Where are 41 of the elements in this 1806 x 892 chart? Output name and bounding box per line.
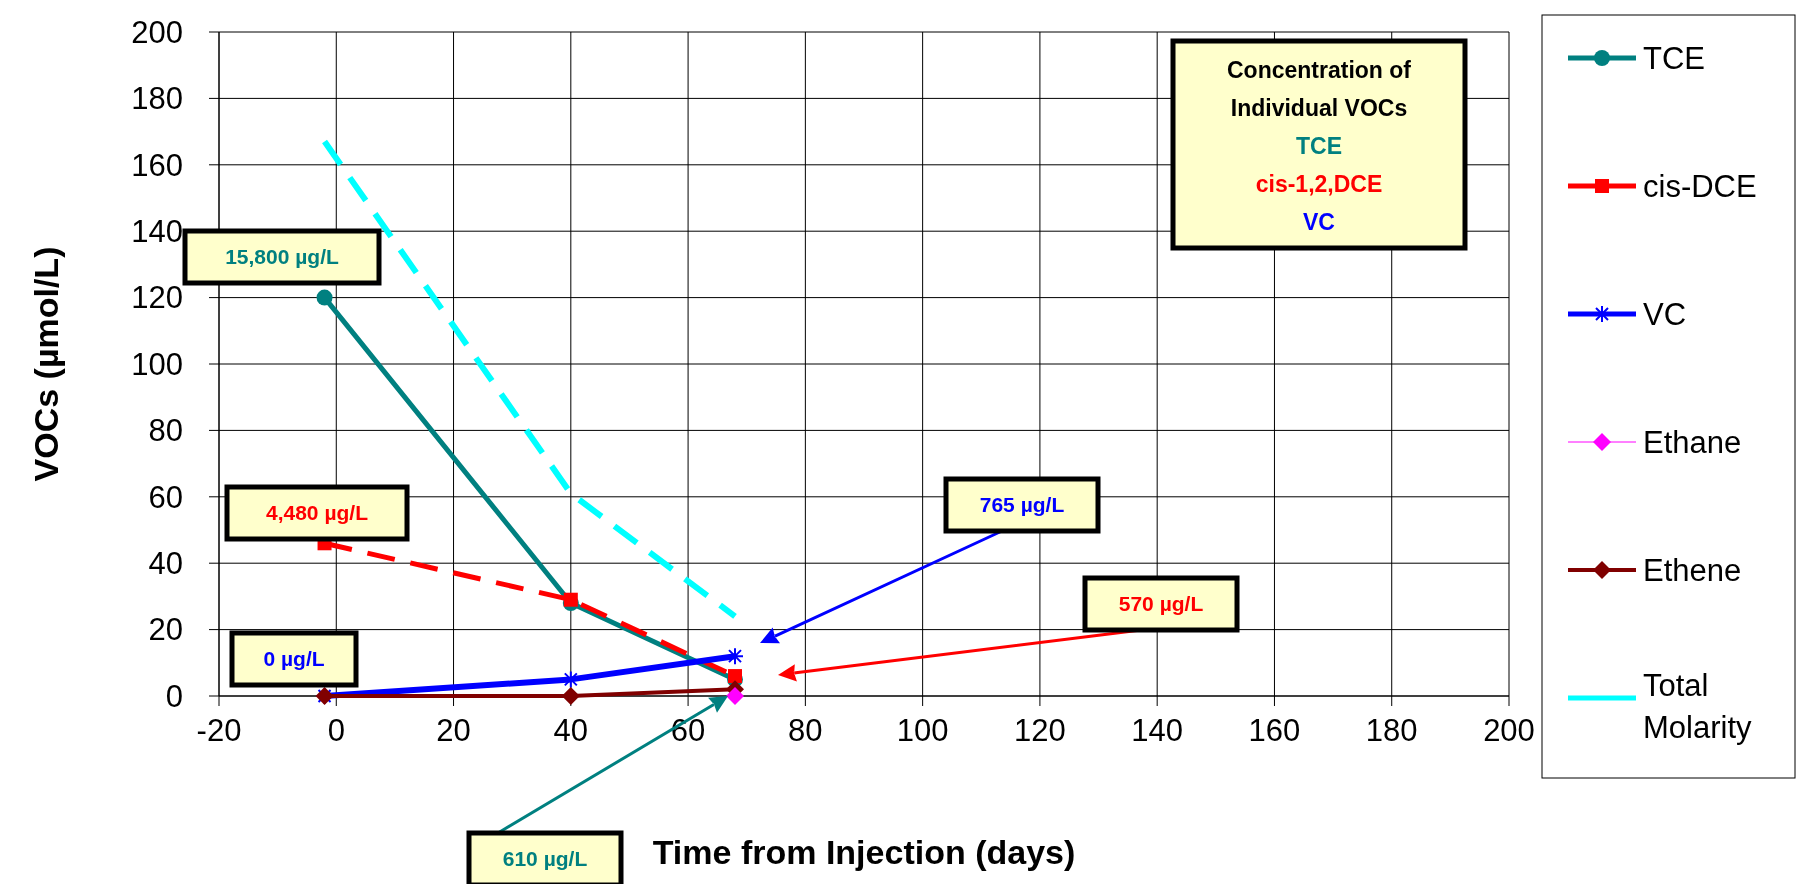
text: 610 µg/L (502, 847, 588, 871)
annotation: 15,800 µg/L (225, 245, 339, 269)
y-tick-label: 180 (131, 81, 183, 117)
y-tick-label: 120 (131, 280, 183, 316)
y-tick-label: 40 (148, 546, 183, 582)
y-tick-label: 80 (148, 413, 183, 449)
x-axis-title: Time from Injection (days) (652, 833, 1076, 871)
x-tick-label: 60 (670, 713, 706, 748)
x-tick-label: 120 (1014, 713, 1066, 748)
x-tick-label: 80 (788, 713, 823, 748)
annotation: 765 µg/L (979, 493, 1065, 517)
y-tick-label: 140 (131, 214, 183, 250)
legend-label: Total Molarity (1643, 668, 1753, 745)
y-tick-label: 200 (131, 14, 183, 50)
legend-label: TCE (1643, 40, 1705, 76)
x-tick-label: 0 (327, 713, 345, 748)
legend-label: VC (1643, 296, 1687, 332)
legend-label: Ethene (1643, 552, 1742, 588)
x-tick-label: 160 (1248, 713, 1301, 748)
y-tick-label: 160 (131, 147, 183, 183)
x-tick-label: 100 (896, 713, 949, 748)
legend-label: cis-DCE (1643, 168, 1757, 204)
y-tick-label: 60 (148, 479, 183, 515)
y-tick-label: 100 (131, 346, 183, 382)
annotation: 4,480 µg/L (266, 501, 369, 525)
annotation: 570 µg/L (1118, 592, 1204, 616)
y-tick-label: 20 (148, 612, 183, 648)
x-tick-label: 20 (436, 713, 471, 748)
annotation: VC (1303, 209, 1335, 235)
x-tick-label: 140 (1131, 713, 1184, 748)
y-tick-label: 0 (165, 678, 183, 714)
x-tick-label: 180 (1365, 713, 1418, 748)
x-tick-label: -20 (196, 713, 242, 748)
y-axis-title: VOCs (µmol/L) (27, 246, 65, 482)
legend-label: Ethane (1643, 424, 1742, 460)
annotation: 0 µg/L (263, 647, 325, 671)
x-tick-label: 200 (1483, 713, 1535, 748)
annotation: cis-1,2,DCE (1255, 171, 1383, 197)
x-tick-label: 40 (553, 713, 589, 748)
annotation: Concentration of Individual VOCs (1227, 57, 1412, 121)
annotation: TCE (1296, 133, 1342, 159)
